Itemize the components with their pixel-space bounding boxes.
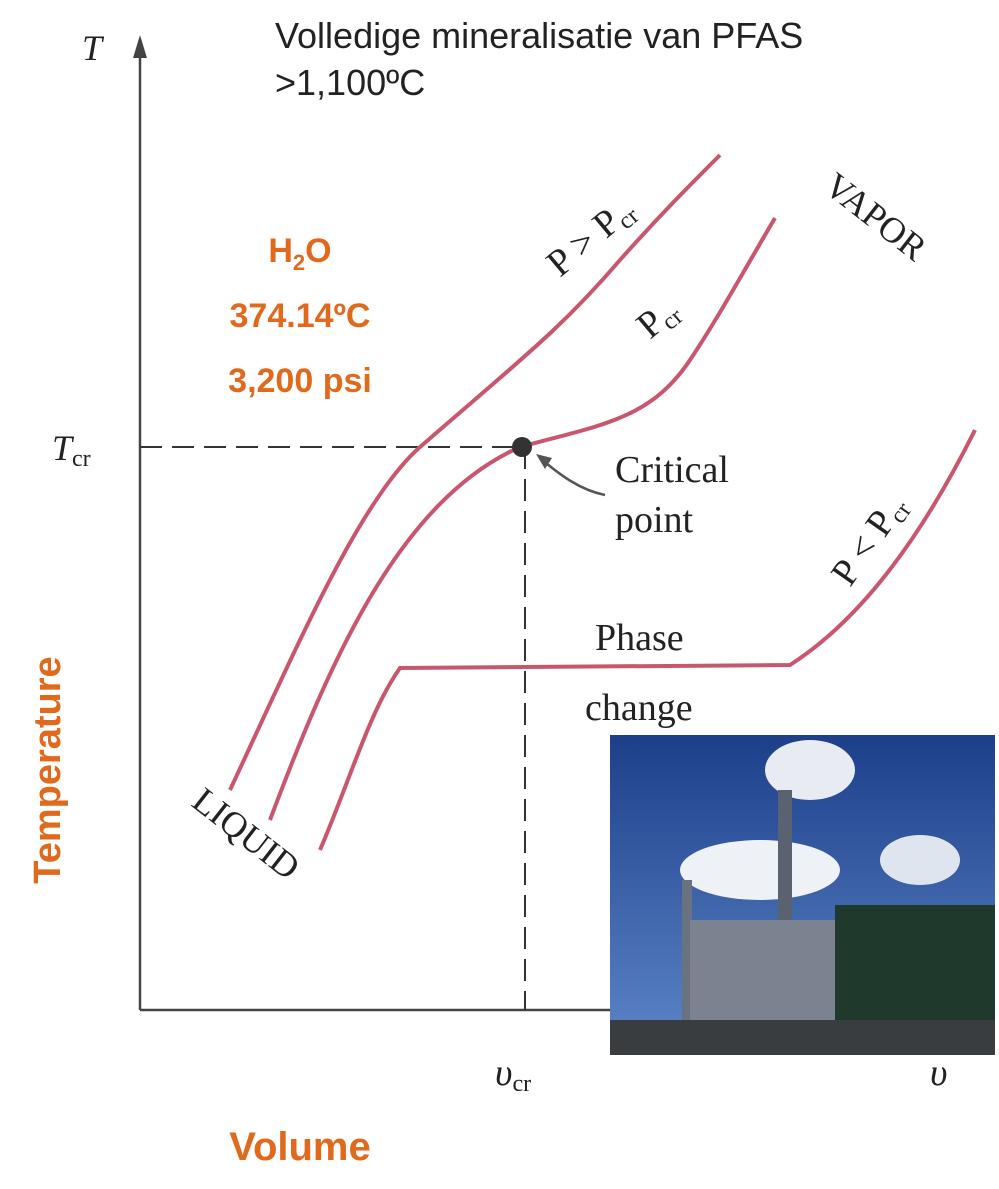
- t-critical: Tcr: [52, 428, 91, 472]
- compound: H2O: [268, 232, 331, 275]
- phase-label: change: [585, 687, 693, 729]
- v-critical: υcr: [495, 1052, 531, 1097]
- label-below: P < Pcr: [823, 487, 917, 595]
- diagram: Volledige mineralisatie van PFAS >1,100º…: [0, 0, 999, 1189]
- temperature: 374.14ºC: [230, 297, 371, 335]
- y-axis-name: Temperature: [27, 656, 69, 883]
- critical-label: Critical: [615, 449, 729, 491]
- label-above: P > Pcr: [539, 188, 644, 287]
- critical-label: point: [615, 499, 694, 541]
- y-symbol: T: [82, 28, 105, 68]
- label-critical: Pcr: [629, 289, 688, 349]
- pressure: 3,200 psi: [228, 362, 372, 400]
- v-critical-main: υ: [495, 1052, 512, 1094]
- phase-label: Phase: [595, 617, 684, 659]
- title: Volledige mineralisatie van PFAS: [275, 15, 803, 56]
- y-arrow: [133, 35, 147, 58]
- x-axis-name: Volume: [229, 1125, 371, 1169]
- compound-main: H: [268, 232, 293, 270]
- x-symbol: υ: [930, 1052, 947, 1094]
- liquid: LIQUID: [185, 780, 307, 888]
- critical-point: [512, 437, 532, 457]
- v-critical-sub: cr: [512, 1071, 531, 1097]
- t-critical-sub: cr: [72, 446, 91, 472]
- compound-tail: O: [305, 232, 331, 270]
- vapor: VAPOR: [817, 165, 934, 269]
- photo: [610, 735, 995, 1055]
- pointer: [540, 458, 605, 495]
- compound-sub: 2: [293, 250, 305, 275]
- subtitle: >1,100ºC: [275, 62, 425, 103]
